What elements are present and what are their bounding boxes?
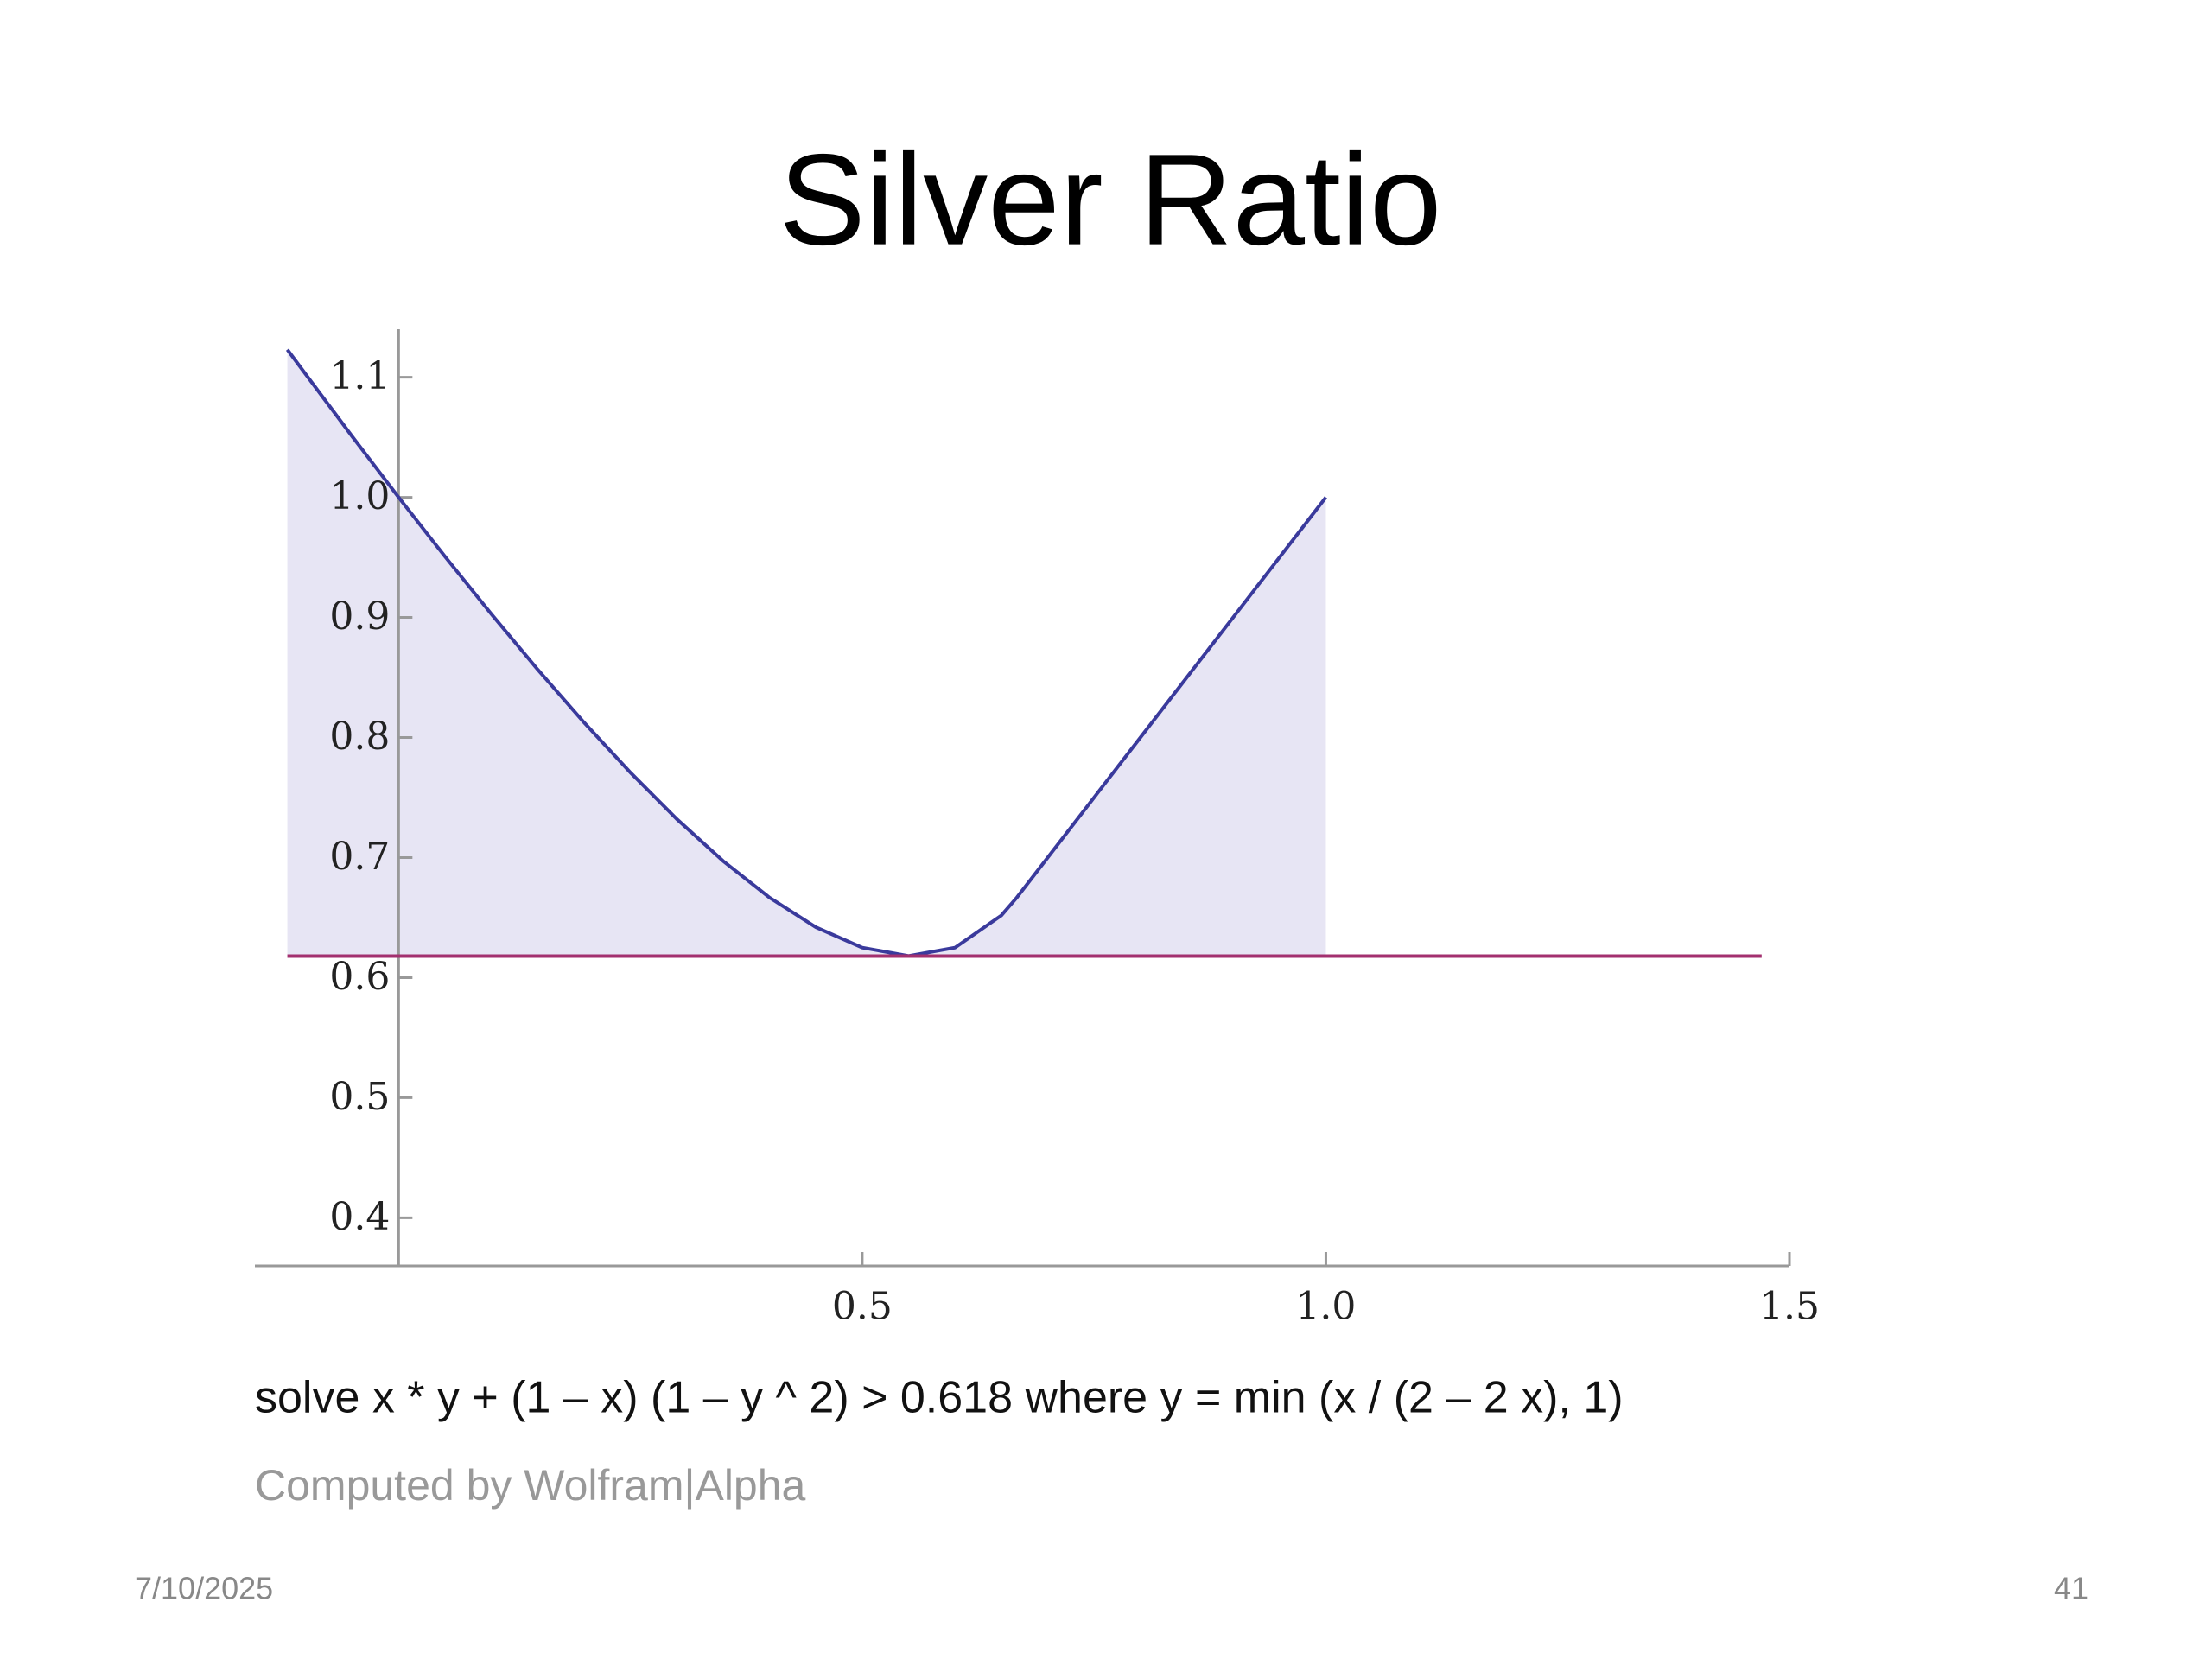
shaded-region <box>287 349 1326 957</box>
x-tick-label: 0.5 <box>832 1285 893 1329</box>
y-tick-label: 0.5 <box>329 1075 390 1119</box>
slide-title: Silver Ratio <box>779 127 1442 272</box>
credit: Computed by Wolfram|Alpha <box>255 1461 806 1510</box>
y-tick-label: 1.1 <box>329 354 390 398</box>
y-tick-label: 1.0 <box>329 474 390 518</box>
y-tick-label: 0.6 <box>329 955 390 999</box>
page-number: 41 <box>2054 1571 2088 1606</box>
x-tick-label: 1.0 <box>1295 1285 1356 1329</box>
x-tick-label: 1.5 <box>1759 1285 1820 1329</box>
y-tick-label: 0.9 <box>329 594 390 639</box>
series-line <box>285 348 1328 958</box>
caption: solve x * y + (1 – x) (1 – y ^ 2) > 0.61… <box>255 1373 1624 1423</box>
y-tick-label: 0.7 <box>329 835 390 879</box>
y-tick-label: 0.4 <box>329 1195 390 1239</box>
y-tick-label: 0.8 <box>329 715 390 759</box>
footer-date: 7/10/2025 <box>135 1571 273 1606</box>
